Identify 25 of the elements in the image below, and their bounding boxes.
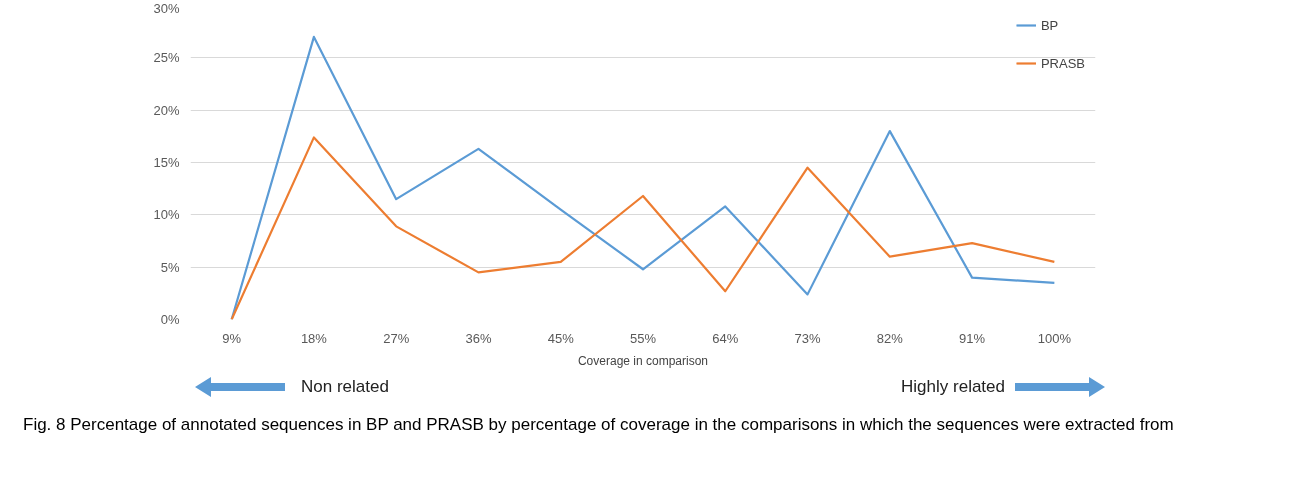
x-tick-label: 36% (465, 330, 492, 346)
x-tick-label: 100% (1037, 330, 1072, 346)
x-tick-label: 45% (547, 330, 575, 346)
x-axis-title: Coverage in comparison (577, 353, 709, 368)
x-tick-label: 91% (959, 330, 986, 346)
text: Non related (301, 376, 389, 398)
legend-label: BP (1040, 17, 1060, 33)
x-tick-label: 73% (794, 330, 821, 346)
x-tick-label: 18% (300, 330, 328, 346)
y-tick-label: 20% (153, 102, 180, 118)
y-tick-label: 5% (160, 259, 180, 275)
x-tick-label: 9% (222, 330, 242, 346)
y-tick-label: 25% (153, 50, 180, 66)
x-tick-label: 82% (876, 330, 904, 346)
line-series (230, 136, 1056, 320)
x-tick-label: 64% (712, 330, 739, 346)
caption: Fig. 8 Percentage of annotated sequences in BP and PRASB by percentage of coverage in the comparisons in which the sequences were extracted from (23, 414, 1174, 437)
legend-label: PRASB (1040, 55, 1085, 71)
y-tick-label: 30% (153, 0, 180, 16)
x-tick-label: 55% (629, 330, 657, 346)
y-tick-label: 0% (160, 312, 180, 327)
text: Highly related (901, 376, 1005, 398)
y-tick-label: 15% (153, 155, 180, 170)
y-tick-label: 10% (153, 207, 180, 223)
x-tick-label: 27% (383, 330, 410, 346)
